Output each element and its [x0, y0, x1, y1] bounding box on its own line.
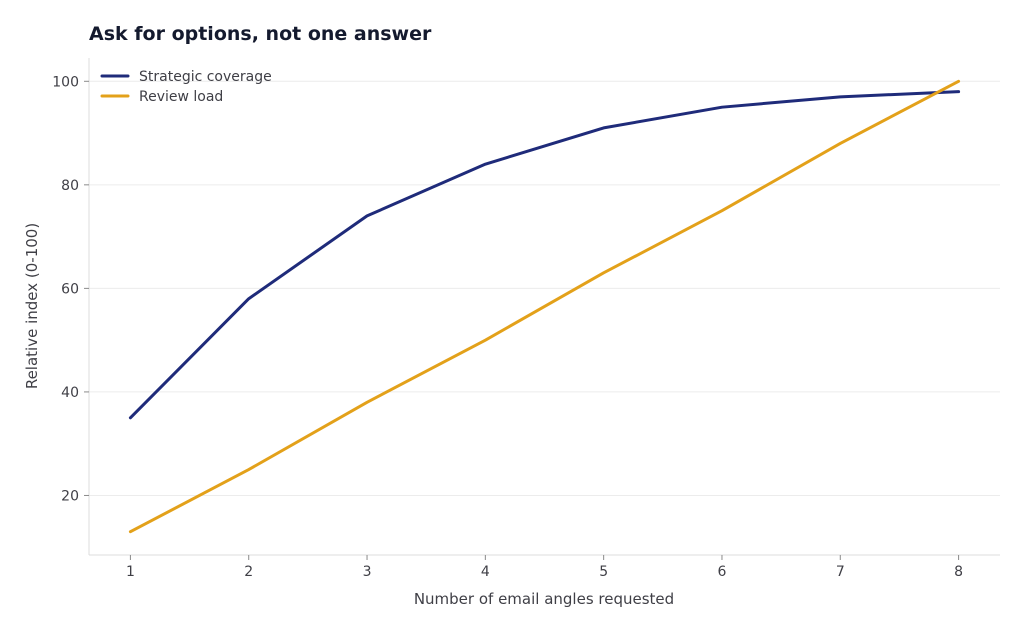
y-axis-label: Relative index (0-100)	[23, 223, 41, 389]
series-line-2	[128, 79, 961, 534]
y-axis-ticks: 20 40 60 80 100	[52, 74, 89, 504]
y-tick-label: 20	[61, 488, 79, 504]
legend: Strategic coverage Review load	[100, 69, 272, 105]
chart-title: Ask for options, not one answer	[89, 23, 432, 45]
x-tick-label: 7	[836, 564, 845, 580]
series-line-1	[128, 90, 961, 420]
y-tick-label: 100	[52, 74, 79, 90]
y-tick-label: 60	[61, 281, 79, 297]
x-tick-label: 6	[718, 564, 727, 580]
x-tick-label: 8	[954, 564, 963, 580]
series-group	[128, 79, 961, 534]
y-tick-label: 40	[61, 385, 79, 401]
x-tick-label: 5	[599, 564, 608, 580]
x-tick-label: 4	[481, 564, 490, 580]
axes	[88, 58, 1000, 556]
y-tick-label: 80	[61, 178, 79, 194]
legend-label-2: Review load	[139, 89, 223, 105]
x-tick-label: 2	[244, 564, 253, 580]
x-tick-label: 1	[126, 564, 135, 580]
x-axis-label: Number of email angles requested	[414, 590, 674, 608]
legend-label-1: Strategic coverage	[139, 69, 272, 85]
x-axis-ticks: 1 2 3 4 5 6 7 8	[126, 555, 963, 580]
x-tick-label: 3	[363, 564, 372, 580]
grid-lines	[89, 80, 1000, 496]
